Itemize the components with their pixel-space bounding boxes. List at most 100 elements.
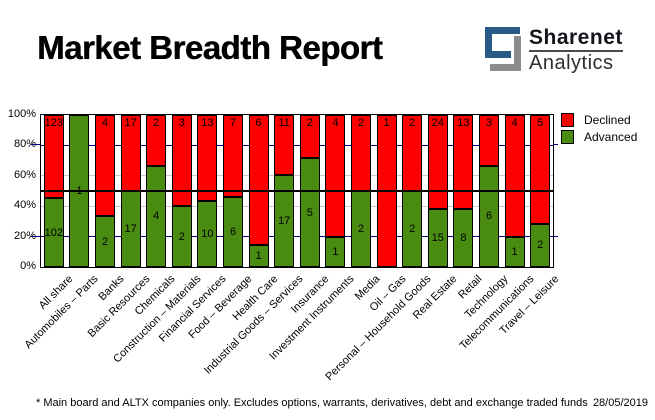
chart-legend: Declined Advanced bbox=[561, 111, 637, 145]
bar-segment-advanced: 1 bbox=[248, 245, 269, 267]
declined-value-label: 6 bbox=[255, 117, 262, 129]
sharenet-logo-text: Sharenet Analytics bbox=[529, 27, 623, 74]
page-title: Market Breadth Report bbox=[37, 29, 383, 66]
bar-industrial-goods-services: 11 17 bbox=[274, 115, 295, 267]
report-date: 28/05/2019 bbox=[592, 397, 648, 409]
declined-value-label: 3 bbox=[178, 117, 185, 129]
bar-segment-declined: 2 bbox=[299, 115, 320, 159]
declined-value-label: 17 bbox=[124, 117, 137, 129]
sharenet-logo: Sharenet Analytics bbox=[485, 27, 623, 74]
bar-segment-declined: 2 bbox=[351, 115, 371, 191]
bar-retail: 13 8 bbox=[453, 115, 474, 267]
declined-value-label: 3 bbox=[485, 117, 493, 129]
bar-segment-declined: 3 bbox=[171, 115, 192, 207]
declined-value-label: 2 bbox=[306, 117, 313, 129]
advanced-value-label: 102 bbox=[44, 226, 63, 239]
bar-segment-declined: 123 bbox=[43, 115, 64, 199]
bar-segment-declined: 24 bbox=[427, 115, 448, 209]
bar-all-share: 123 102 bbox=[43, 115, 64, 267]
bar-segment-declined: 5 bbox=[530, 115, 551, 224]
declined-value-label: 123 bbox=[44, 117, 63, 129]
bar-segment-declined: 3 bbox=[479, 115, 499, 166]
advanced-value-label: 17 bbox=[278, 214, 291, 227]
bar-segment-advanced: 2 bbox=[95, 216, 115, 267]
plot-area: 1231021421717243213107661111725412212224… bbox=[40, 114, 554, 268]
y-axis-tick-right-80 bbox=[554, 144, 558, 146]
bar-segment-advanced: 2 bbox=[171, 206, 192, 267]
advanced-value-label: 6 bbox=[229, 225, 237, 238]
gridline-minor-40 bbox=[41, 205, 553, 207]
y-axis-label-40: 40% bbox=[13, 199, 36, 212]
y-axis-tick-left-80 bbox=[31, 144, 40, 146]
legend-label-declined: Declined bbox=[584, 112, 631, 127]
advanced-value-label: 4 bbox=[153, 210, 160, 223]
bar-segment-advanced: 10 bbox=[197, 200, 218, 267]
bar-basic-resources: 17 17 bbox=[120, 115, 141, 267]
bar-segment-advanced: 102 bbox=[43, 198, 64, 267]
declined-value-label: 4 bbox=[332, 117, 339, 129]
declined-value-label: 2 bbox=[409, 117, 416, 129]
advanced-value-label: 2 bbox=[101, 235, 109, 248]
advanced-value-label: 10 bbox=[201, 227, 214, 240]
footnote: * Main board and ALTX companies only. Ex… bbox=[36, 397, 588, 409]
declined-value-label: 11 bbox=[278, 117, 290, 129]
bar-segment-declined: 11 bbox=[274, 115, 295, 175]
bar-real-estate: 24 15 bbox=[427, 115, 448, 267]
advanced-value-label: 15 bbox=[431, 231, 444, 244]
gridline-major-80 bbox=[41, 144, 553, 146]
advanced-value-label: 2 bbox=[409, 223, 416, 235]
legend-item-advanced: Advanced bbox=[561, 128, 637, 145]
logo-subtitle: Analytics bbox=[529, 52, 614, 74]
bar-segment-declined: 17 bbox=[120, 115, 141, 191]
declined-value-label: 4 bbox=[511, 117, 518, 129]
y-axis-label-60: 60% bbox=[13, 168, 36, 181]
bar-segment-advanced: 1 bbox=[325, 236, 346, 267]
logo-divider bbox=[529, 50, 623, 52]
sharenet-logo-icon bbox=[485, 27, 521, 71]
bar-segment-advanced: 6 bbox=[479, 165, 499, 267]
logo-name: Sharenet bbox=[529, 26, 623, 49]
declined-value-label: 13 bbox=[457, 117, 470, 129]
gridline-minor-60 bbox=[41, 175, 553, 177]
y-axis-label-20: 20% bbox=[13, 229, 36, 242]
bar-segment-declined: 4 bbox=[95, 115, 115, 217]
bar-segment-declined: 2 bbox=[402, 115, 423, 191]
legend-label-advanced: Advanced bbox=[584, 129, 638, 144]
bar-segment-declined: 7 bbox=[223, 115, 243, 197]
declined-value-label: 7 bbox=[229, 117, 237, 129]
declined-value-label: 1 bbox=[383, 117, 390, 129]
bar-segment-advanced: 2 bbox=[530, 223, 551, 267]
declined-value-label: 13 bbox=[201, 117, 214, 129]
advanced-value-label: 17 bbox=[124, 223, 137, 235]
y-axis-label-0: 0% bbox=[20, 260, 36, 272]
bar-financial-services: 13 10 bbox=[197, 115, 218, 267]
advanced-value-label: 6 bbox=[485, 210, 493, 223]
bar-segment-advanced: 5 bbox=[299, 158, 320, 267]
bar-segment-advanced: 2 bbox=[402, 191, 423, 267]
advanced-value-label: 5 bbox=[306, 206, 313, 219]
y-axis-label-80: 80% bbox=[13, 138, 36, 151]
y-axis-tick-left-20 bbox=[31, 235, 40, 237]
bar-segment-declined: 13 bbox=[197, 115, 218, 201]
bar-segment-declined: 4 bbox=[325, 115, 346, 237]
bar-segment-advanced: 15 bbox=[427, 208, 448, 267]
advanced-value-label: 1 bbox=[332, 245, 339, 258]
bar-segment-declined: 4 bbox=[504, 115, 525, 237]
advanced-value-label: 8 bbox=[460, 232, 467, 245]
gridline-major-20 bbox=[41, 236, 553, 238]
declined-value-label: 2 bbox=[153, 117, 160, 129]
bar-segment-advanced: 2 bbox=[351, 191, 371, 267]
bar-segment-declined: 2 bbox=[146, 115, 167, 166]
bar-segment-advanced: 6 bbox=[223, 196, 243, 267]
declined-value-label: 24 bbox=[431, 117, 444, 129]
bar-segment-advanced: 8 bbox=[453, 209, 474, 267]
